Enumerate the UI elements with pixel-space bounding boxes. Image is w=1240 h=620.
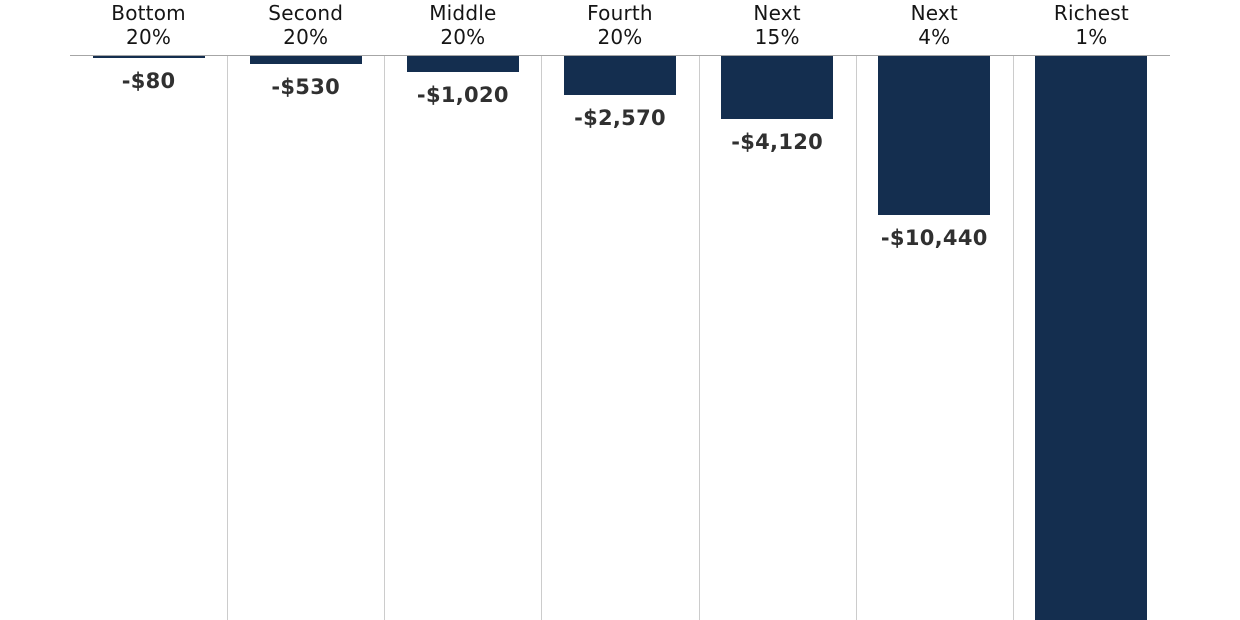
value-label: -$1,020 [416, 83, 509, 107]
category-label-line1: Bottom [111, 1, 186, 25]
category-label-line1: Fourth [587, 1, 653, 25]
column-gridline [1012, 55, 1014, 620]
category-label: Richest 1% [1013, 1, 1170, 49]
category-label-line2: 1% [1075, 25, 1108, 49]
category-label: Next 4% [856, 1, 1013, 49]
value-label: -$2,570 [574, 106, 666, 130]
category-label-line1: Richest [1053, 1, 1129, 25]
category-label-line2: 15% [754, 25, 800, 49]
column-gridline [698, 55, 700, 620]
chart-column-next-15: Next 15% -$4,120 [698, 0, 856, 620]
category-label: Bottom 20% [70, 1, 227, 49]
bar [249, 56, 362, 64]
category-label-line2: 20% [440, 25, 486, 49]
category-label-line2: 20% [597, 25, 643, 49]
bar [721, 56, 834, 119]
bar [878, 56, 991, 215]
category-label-line1: Second [268, 1, 344, 25]
bar [92, 56, 205, 58]
category-label-line2: 20% [283, 25, 329, 49]
category-label-line1: Middle [429, 1, 497, 25]
value-label: -$80 [121, 69, 176, 93]
chart-column-next-4: Next 4% -$10,440 [855, 0, 1013, 620]
column-gridline [855, 55, 857, 620]
chart-column-middle-20: Middle 20% -$1,020 [384, 0, 541, 620]
category-label-line1: Next [753, 1, 801, 25]
category-label-line2: 4% [918, 25, 951, 49]
category-label-line2: 20% [126, 25, 172, 49]
column-gridline [384, 55, 386, 620]
chart-column-second-20: Second 20% -$530 [227, 0, 384, 620]
chart-column-bottom-20: Bottom 20% -$80 [70, 0, 227, 620]
category-label: Fourth 20% [541, 1, 698, 49]
column-gridline [227, 55, 229, 620]
category-label: Middle 20% [384, 1, 541, 49]
value-label: -$10,440 [880, 226, 988, 250]
plot-area: Bottom 20% -$80 Second 20% -$530 Middle … [70, 0, 1170, 620]
column-gridline [541, 55, 543, 620]
bar [1035, 56, 1148, 620]
value-label: -$530 [271, 75, 341, 99]
chart-column-fourth-20: Fourth 20% -$2,570 [541, 0, 698, 620]
chart-column-richest-1: Richest 1% [1012, 0, 1170, 620]
category-label: Second 20% [227, 1, 384, 49]
bar [563, 56, 676, 95]
bar [406, 56, 519, 72]
zero-axis-line [70, 55, 1170, 56]
value-label: -$4,120 [731, 130, 824, 154]
category-label: Next 15% [699, 1, 856, 49]
category-label-line1: Next [910, 1, 958, 25]
